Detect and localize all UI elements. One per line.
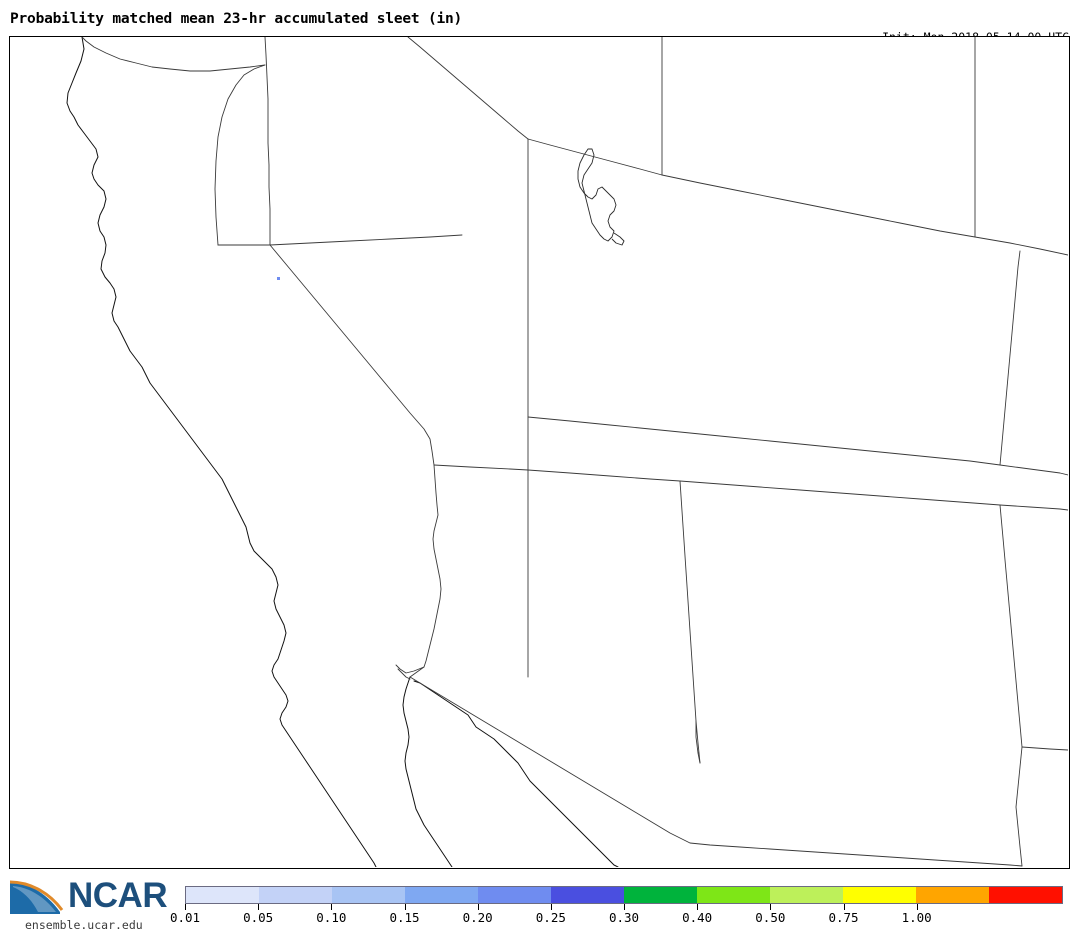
border-nebraska-kansas [999, 464, 1068, 476]
page-title: Probability matched mean 23-hr accumulat… [10, 11, 463, 27]
colorbar-tick-label: 1.00 [901, 910, 932, 925]
border-colorado-new-mexico [527, 469, 1001, 506]
colorbar-tick-label: 0.40 [682, 910, 713, 925]
border-arizona-new-mexico [679, 480, 701, 764]
pacific-coastline [66, 37, 377, 867]
border-nevada-arizona [395, 664, 425, 674]
gulf-of-california-west-shore [402, 676, 453, 867]
colorbar-segment [769, 887, 843, 903]
colorbar-tick-label: 0.25 [535, 910, 566, 925]
colorbar-tick [477, 904, 479, 910]
colorbar-segment [331, 887, 405, 903]
ncar-wordmark: NCAR [68, 876, 168, 915]
border-texas-panhandle-west [1021, 746, 1068, 751]
colorbar-segment [696, 887, 770, 903]
great-salt-lake [577, 148, 617, 242]
border-us-mexico [409, 676, 1023, 867]
colorbar-tick [770, 904, 772, 910]
colorbar-tick-label: 0.10 [316, 910, 347, 925]
colorbar-segment [258, 887, 332, 903]
border-oklahoma-texas-panhandle [999, 504, 1068, 511]
colorbar-tick [916, 904, 918, 910]
border-washington-oregon [81, 37, 266, 72]
border-new-mexico-texas-oklahoma [999, 504, 1023, 748]
colorbar-segment [842, 887, 916, 903]
colorbar-tick [404, 904, 406, 910]
border-california-nevada-diagonal [269, 244, 442, 678]
colorbar-segment [186, 887, 259, 903]
colorbar-tick-label: 0.20 [462, 910, 493, 925]
colorbar-segment [623, 887, 697, 903]
ncar-url-label: ensemble.ucar.edu [25, 918, 143, 932]
colorbar-tick [331, 904, 333, 910]
border-sonora-chihuahua [695, 720, 701, 764]
colorbar-tick [258, 904, 260, 910]
border-wyoming-colorado [527, 416, 1001, 466]
border-wyoming-idaho-montana-top [527, 138, 663, 176]
colorbar-segment [477, 887, 551, 903]
map-panel[interactable] [9, 36, 1070, 869]
colorbar-tick-label: 0.15 [389, 910, 420, 925]
sleet-max-datapoint [277, 277, 280, 280]
border-idaho-nevada-utah [269, 234, 463, 246]
colorbar-tick-label: 0.75 [828, 910, 859, 925]
colorbar-tick [550, 904, 552, 910]
colorbar-tick-label: 0.01 [169, 910, 201, 925]
border-wyoming-north [661, 174, 976, 238]
ncar-logo[interactable]: NCAR ensemble.ucar.edu [6, 876, 176, 934]
border-south-dakota-east [974, 236, 1068, 256]
colorbar-tick-label: 0.05 [243, 910, 274, 925]
colorbar-tick [185, 904, 186, 910]
colorado-river-border [397, 668, 411, 680]
border-utah-arizona [433, 464, 529, 471]
colorbar-segment [550, 887, 624, 903]
colorbar-tick [697, 904, 699, 910]
colorbar-segment [988, 887, 1062, 903]
colorbar-ticks [185, 904, 1063, 911]
colorbar-tick [843, 904, 845, 910]
colorbar-tick [624, 904, 625, 910]
ncar-logo-mark-icon [9, 880, 64, 914]
colorbar-tick-label: 0.30 [608, 910, 640, 925]
border-texas-mexico-rio-grande [1015, 746, 1023, 867]
border-oregon-idaho-lower [214, 64, 266, 246]
map-geography [66, 37, 1068, 867]
border-oregon-idaho-north [264, 37, 271, 246]
colorbar-labels: 0.01 0.05 0.10 0.15 0.20 0.25 0.30 0.40 0.50 0.75… [0, 910, 1080, 930]
colorbar-tick-label: 0.50 [755, 910, 786, 925]
border-idaho-montana [407, 37, 529, 140]
border-nebraska-colorado-east [999, 250, 1021, 466]
colorbar[interactable] [185, 886, 1063, 904]
great-salt-lake-inlet [611, 232, 625, 246]
colorbar-segment [404, 887, 478, 903]
gulf-of-california-east-shore [413, 680, 619, 867]
colorbar-segment [915, 887, 989, 903]
